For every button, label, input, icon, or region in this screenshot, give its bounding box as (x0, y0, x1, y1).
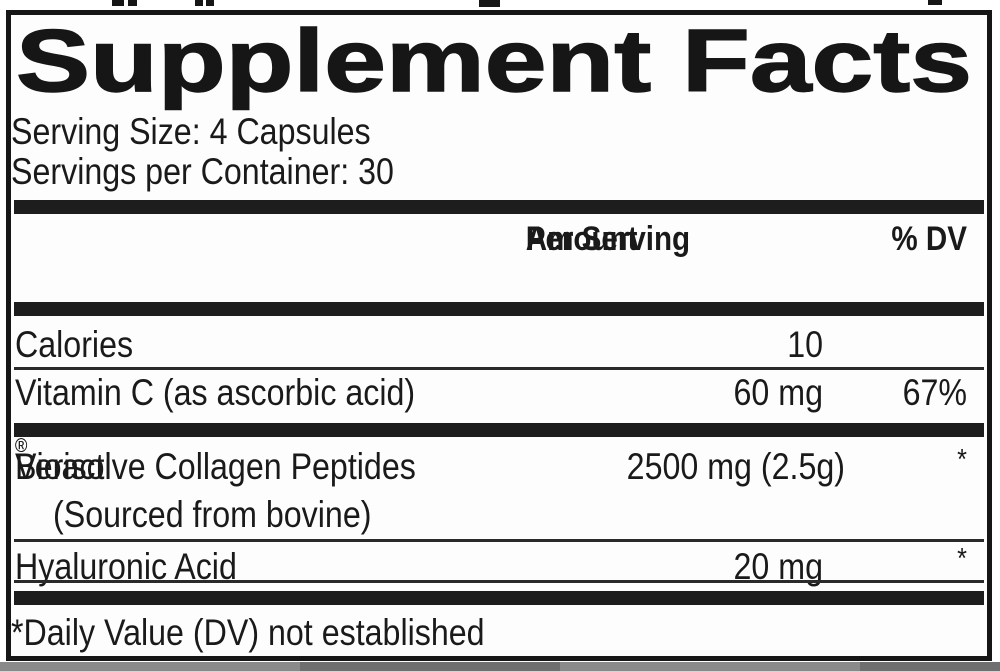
column-header-dv: % DV (891, 220, 967, 258)
scan-edge-shadow (860, 662, 1000, 671)
section-divider-bar (14, 423, 984, 437)
row-note-collagen-source: (Sourced from bovine) (53, 494, 372, 535)
section-divider-bar (14, 591, 984, 605)
row-name-hyaluronic-acid: Hyaluronic Acid (15, 546, 237, 587)
row-divider (14, 580, 984, 583)
row-name-calories: Calories (15, 324, 134, 365)
row-dv-vitamin-c: 67% (902, 372, 967, 413)
text-fragment (128, 0, 137, 6)
row-name-vitamin-c: Vitamin C (as ascorbic acid) (15, 372, 416, 413)
label-title-art: Supplement Facts (15, 21, 972, 111)
serving-size: Serving Size: 4 Capsules (11, 111, 371, 152)
row-amount-collagen: 2500 mg (2.5g) (626, 446, 845, 487)
column-header-amount-line2: Per Serving (525, 220, 691, 258)
scan-edge-shadow (300, 662, 560, 671)
row-amount-calories: 10 (787, 324, 823, 365)
text-fragment (928, 0, 942, 5)
row-dv-collagen: * (957, 444, 967, 476)
collagen-name-part: Bioactive Collagen Peptides (15, 446, 416, 487)
servings-per-container: Servings per Container: 30 (11, 151, 394, 192)
section-divider-bar (14, 200, 984, 214)
text-fragment (112, 0, 124, 6)
column-header-amount-line1: Amount (525, 220, 638, 258)
row-divider (14, 367, 984, 370)
text-fragment (195, 0, 203, 6)
row-amount-hyaluronic-acid: 20 mg (733, 546, 823, 587)
section-divider-bar (14, 302, 984, 316)
row-amount-vitamin-c: 60 mg (733, 372, 823, 413)
scan-edge-strip (0, 662, 1000, 671)
page-title: Supplement Facts (16, 21, 972, 110)
collagen-name-part: Verisol (15, 446, 112, 487)
row-dv-hyaluronic-acid: * (957, 543, 967, 575)
text-fragment (206, 0, 214, 6)
row-divider (14, 539, 984, 542)
daily-value-footnote: *Daily Value (DV) not established (11, 612, 485, 653)
text-fragment (479, 0, 500, 7)
supplement-facts-label: Supplement Facts Serving Size: 4 Capsule… (6, 10, 992, 661)
